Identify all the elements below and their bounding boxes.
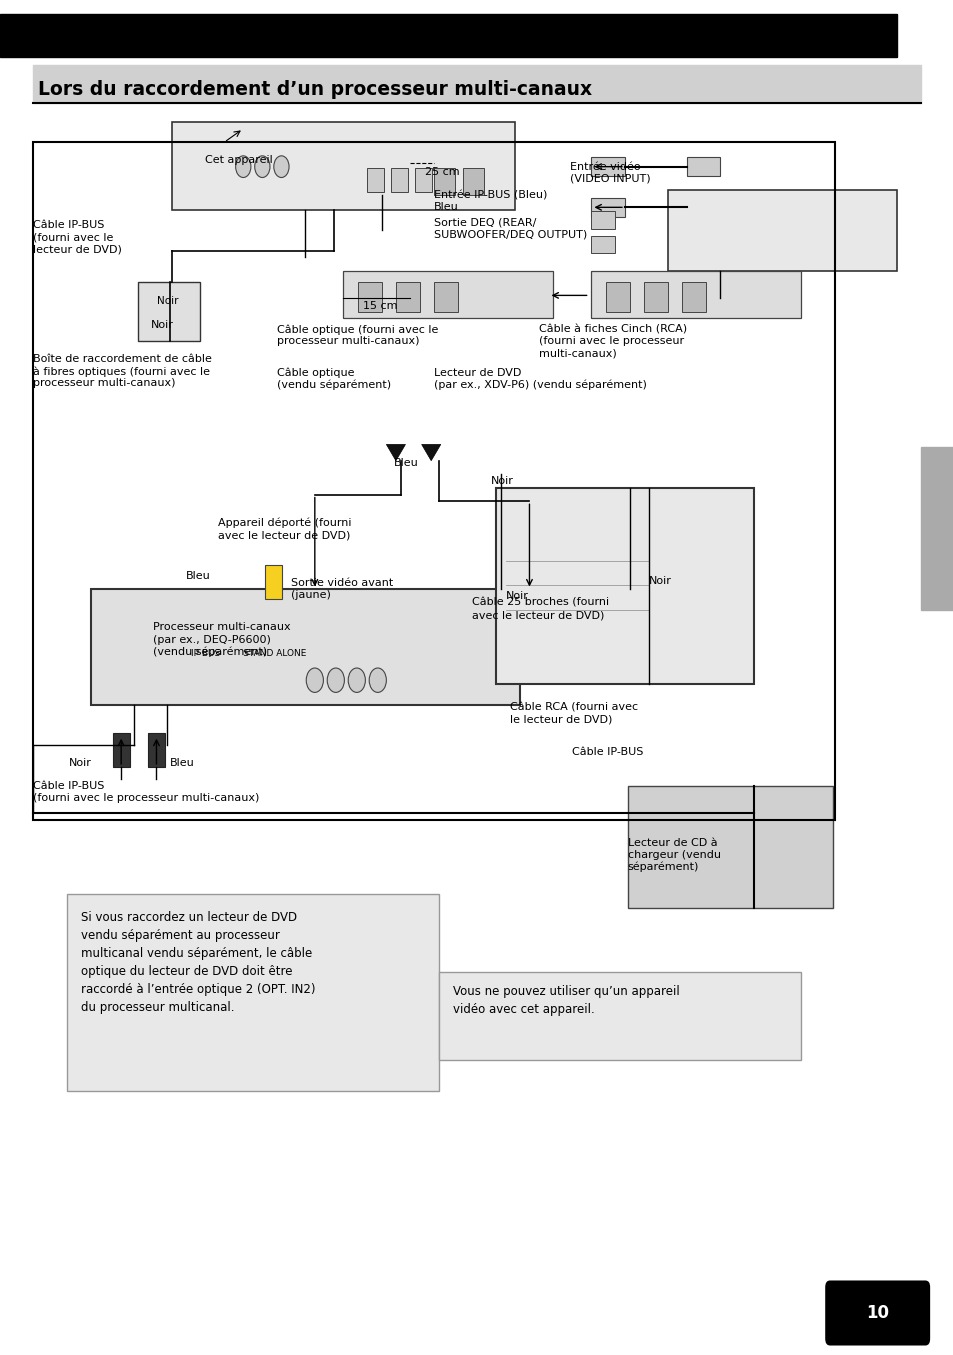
Text: Câble à fiches Cinch (RCA): Câble à fiches Cinch (RCA) [538,324,686,335]
Bar [686,157,720,176]
Bar [138,282,200,341]
Text: (fourni avec le processeur multi-canaux): (fourni avec le processeur multi-canaux) [33,793,259,804]
Bar [434,168,455,195]
Bar [357,282,381,312]
Text: (par ex., DEQ-P6600): (par ex., DEQ-P6600) [152,634,271,645]
FancyBboxPatch shape [824,1280,929,1346]
Text: Bleu: Bleu [434,202,458,213]
Text: (jaune): (jaune) [291,589,331,600]
Text: Bleu: Bleu [170,757,194,768]
Circle shape [369,668,386,692]
Bar [33,142,834,820]
Bar [265,565,282,599]
Text: Câble optique: Câble optique [276,367,354,378]
Text: Sortie DEQ (REAR/: Sortie DEQ (REAR/ [434,217,536,228]
Text: 10: 10 [865,1304,888,1322]
Bar [591,211,615,229]
Bar [415,168,432,192]
Bar [496,488,753,684]
Bar [462,168,483,195]
Bar [591,198,624,217]
Text: avec le lecteur de DVD): avec le lecteur de DVD) [217,530,350,541]
Text: avec le lecteur de DVD): avec le lecteur de DVD) [472,610,604,621]
Text: Noir: Noir [151,320,173,331]
Text: Lors du raccordement d’un processeur multi-canaux: Lors du raccordement d’un processeur mul… [38,80,592,99]
Bar [591,236,615,253]
Text: (VIDEO INPUT): (VIDEO INPUT) [570,173,651,184]
Text: Lecteur de CD à: Lecteur de CD à [627,837,717,848]
Text: Processeur multi-canaux: Processeur multi-canaux [152,622,290,633]
Bar [643,282,667,312]
Text: multi-canaux): multi-canaux) [538,348,616,359]
Bar [33,65,920,103]
Text: Noir: Noir [157,295,179,306]
Bar [686,198,720,217]
FancyBboxPatch shape [438,972,801,1060]
Bar [591,157,624,176]
Polygon shape [421,444,440,461]
Circle shape [348,668,365,692]
Bar [681,282,705,312]
Text: Câble optique (fourni avec le: Câble optique (fourni avec le [276,324,437,335]
Text: Bleu: Bleu [186,570,211,581]
Text: Câble RCA (fourni avec: Câble RCA (fourni avec [510,702,638,713]
Text: Lecteur de DVD: Lecteur de DVD [434,367,521,378]
Text: Vous ne pouvez utiliser qu’un appareil
vidéo avec cet appareil.: Vous ne pouvez utiliser qu’un appareil v… [453,985,679,1016]
Text: (fourni avec le: (fourni avec le [33,232,113,243]
Text: séparément): séparément) [627,862,699,873]
Text: Entrée IP-BUS (Bleu): Entrée IP-BUS (Bleu) [434,190,547,201]
Text: Câble IP-BUS: Câble IP-BUS [572,747,643,757]
Circle shape [235,156,251,178]
Text: (vendu séparément): (vendu séparément) [276,379,391,390]
Circle shape [327,668,344,692]
Bar [343,271,553,318]
Text: Cet appareil: Cet appareil [205,154,273,165]
Text: (vendu séparément): (vendu séparément) [152,646,267,657]
Text: 25 cm: 25 cm [424,167,458,178]
Text: processeur multi-canaux): processeur multi-canaux) [276,336,418,347]
Bar [591,271,801,318]
Bar [605,282,629,312]
Text: SUBWOOFER/DEQ OUTPUT): SUBWOOFER/DEQ OUTPUT) [434,229,587,240]
Bar [920,447,953,610]
Text: Câble 25 broches (fourni: Câble 25 broches (fourni [472,598,609,608]
Bar [112,733,130,767]
Circle shape [306,668,323,692]
Text: Appareil déporté (fourni: Appareil déporté (fourni [217,518,351,528]
Circle shape [274,156,289,178]
Text: Si vous raccordez un lecteur de DVD
vendu séparément au processeur
multicanal ve: Si vous raccordez un lecteur de DVD vend… [81,911,315,1014]
Bar [627,786,832,908]
Text: Entrée vidéo: Entrée vidéo [570,161,640,172]
FancyBboxPatch shape [67,894,438,1091]
Text: le lecteur de DVD): le lecteur de DVD) [510,714,612,725]
Text: (fourni avec le processeur: (fourni avec le processeur [538,336,683,347]
Text: à fibres optiques (fourni avec le: à fibres optiques (fourni avec le [33,366,211,377]
Text: Bleu: Bleu [394,458,418,469]
Text: chargeur (vendu: chargeur (vendu [627,850,720,860]
Text: Boîte de raccordement de câble: Boîte de raccordement de câble [33,354,213,364]
Bar [91,589,519,705]
Text: Noir: Noir [648,576,671,587]
Circle shape [254,156,270,178]
Bar [0,14,896,57]
Text: Sortie vidéo avant: Sortie vidéo avant [291,577,393,588]
Bar [395,282,419,312]
Text: processeur multi-canaux): processeur multi-canaux) [33,378,175,389]
Text: Câble IP-BUS: Câble IP-BUS [33,220,105,230]
Text: Câble IP-BUS: Câble IP-BUS [33,780,105,791]
Bar [667,190,896,271]
Text: 15 cm: 15 cm [362,301,396,312]
Bar [434,282,457,312]
Text: (par ex., XDV-P6) (vendu séparément): (par ex., XDV-P6) (vendu séparément) [434,379,646,390]
Text: Noir: Noir [491,476,514,486]
Bar [367,168,384,192]
Polygon shape [386,444,405,461]
Bar [148,733,165,767]
Text: IP BUS        STAND ALONE: IP BUS STAND ALONE [191,649,306,657]
Text: lecteur de DVD): lecteur de DVD) [33,244,122,255]
Text: Noir: Noir [505,591,528,602]
Bar [172,122,515,210]
Text: Noir: Noir [69,757,91,768]
Bar [391,168,408,192]
